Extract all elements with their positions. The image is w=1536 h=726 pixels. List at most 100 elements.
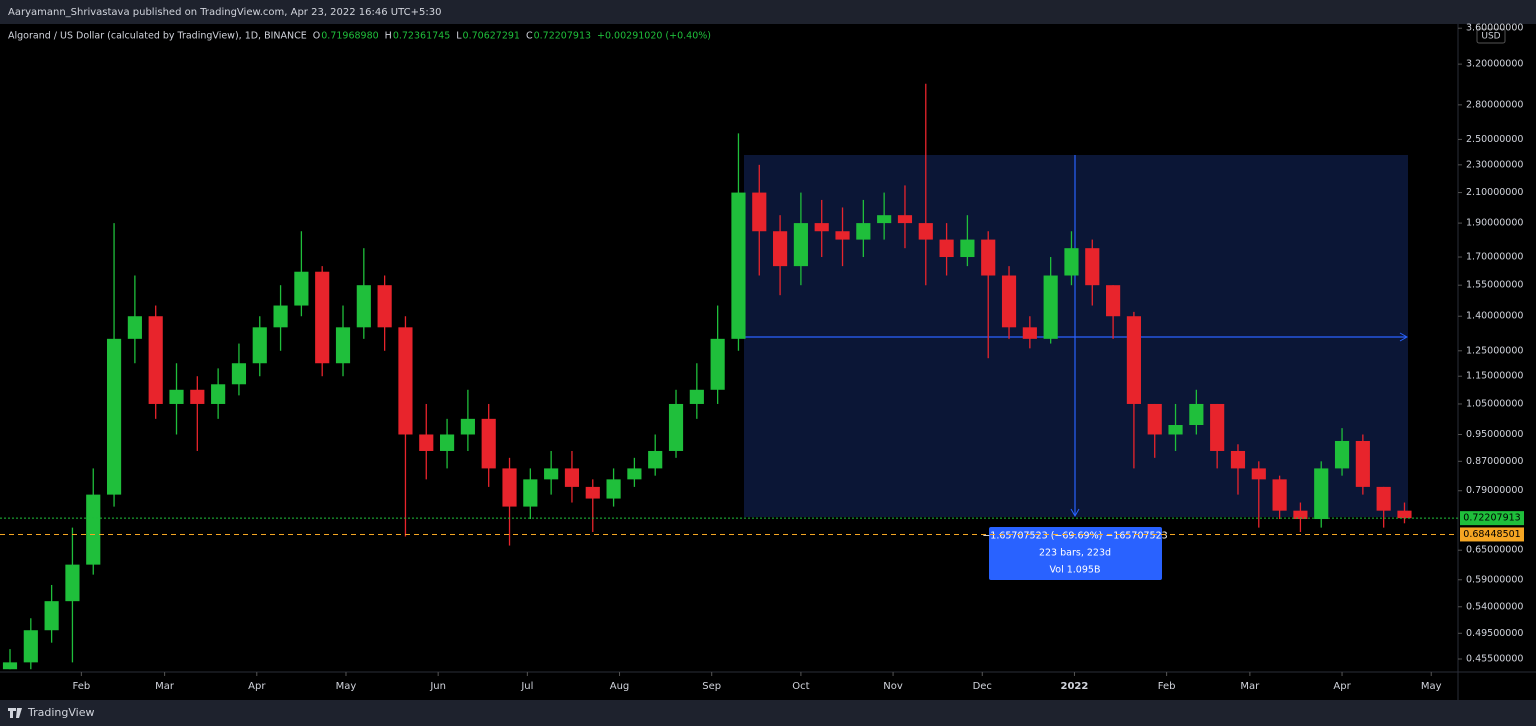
x-tick-label: Apr (248, 681, 266, 692)
candle-body (773, 231, 788, 267)
currency-box (1476, 28, 1506, 44)
y-tick-label: 1.70000000 (1466, 252, 1523, 263)
candle-body (1230, 450, 1246, 469)
candle-body (1210, 403, 1225, 451)
candle-body (169, 389, 184, 404)
candle-body (377, 285, 392, 328)
candle-body (252, 327, 267, 364)
candle-body (523, 479, 538, 507)
candle-body (814, 223, 829, 232)
candle-body (335, 327, 351, 364)
y-tick-label: 3.60000000 (1466, 23, 1523, 34)
candle-body (731, 192, 746, 339)
x-tick-label: Mar (155, 681, 175, 692)
candle-body (689, 389, 704, 404)
footer-brand: TradingView (27, 706, 94, 719)
top-bar (0, 0, 1536, 24)
candle-body (294, 271, 309, 306)
candle-body (897, 215, 913, 224)
candle-body (793, 223, 808, 267)
price-tag-label: 0.72207913 (1463, 513, 1520, 524)
measure-box (989, 527, 1162, 580)
ohlc-label: L (456, 31, 462, 42)
candle-body (1355, 440, 1370, 487)
y-tick-label: 0.54000000 (1466, 601, 1523, 612)
candle-body (44, 601, 59, 631)
y-tick-label: 1.15000000 (1466, 371, 1523, 382)
x-tick-label: Aug (610, 681, 630, 692)
candle-body (856, 223, 871, 240)
candle-body (918, 223, 933, 240)
candle-body (315, 271, 330, 364)
candle-body (86, 494, 101, 565)
ohlc-value: 0.72207913 (534, 31, 591, 42)
y-tick-label: 0.45500000 (1466, 653, 1523, 664)
candle-body (752, 192, 767, 232)
x-tick-label: May (336, 681, 357, 692)
candle-body (606, 479, 621, 499)
candle-body (835, 231, 850, 240)
candle-body (627, 468, 642, 480)
x-tick-label: 2022 (1061, 681, 1089, 692)
candle-body (356, 285, 371, 328)
y-tick-label: 1.25000000 (1466, 345, 1523, 356)
y-tick-label: 1.90000000 (1466, 218, 1523, 229)
candle-body (106, 338, 122, 495)
x-tick-label: May (1421, 681, 1442, 692)
measure-text: −1.65707523 (−69.69%) −165707523 (982, 531, 1167, 542)
y-tick-label: 3.20000000 (1466, 59, 1523, 70)
candle-body (1043, 275, 1058, 339)
ohlc-value: 0.71968980 (321, 31, 378, 42)
measure-text: Vol 1.095B (1050, 565, 1101, 576)
candle-body (1314, 468, 1329, 520)
logo (8, 708, 22, 718)
candle-body (1085, 248, 1100, 286)
candle-body (710, 338, 725, 390)
y-tick-label: 2.80000000 (1466, 99, 1523, 110)
candle-body (231, 363, 247, 385)
x-tick-label: Mar (1240, 681, 1260, 692)
x-tick-label: Jun (429, 681, 446, 692)
x-tick-label: Oct (792, 681, 809, 692)
legend-title: Algorand / US Dollar (calculated by Trad… (8, 31, 307, 42)
price-tag (1460, 511, 1524, 526)
candle-body (960, 239, 975, 258)
ohlc-value: 0.72361745 (393, 31, 450, 42)
x-tick-label: Dec (973, 681, 992, 692)
x-tick-label: Feb (72, 681, 90, 692)
measure-range (744, 155, 1408, 517)
candle-body (1397, 510, 1412, 519)
y-tick-label: 2.30000000 (1466, 159, 1523, 170)
candle-body (1334, 440, 1350, 469)
candle-body (502, 468, 517, 507)
candle-body (1126, 316, 1141, 404)
candle-body (1147, 403, 1162, 435)
y-tick-label: 2.10000000 (1466, 187, 1523, 198)
candle-body (564, 468, 580, 487)
candle-body (1272, 479, 1287, 511)
candle-body (1293, 510, 1308, 520)
candle-body (23, 630, 38, 663)
candle-body (398, 327, 413, 435)
candle-body (460, 418, 475, 435)
candle-body (1106, 285, 1121, 317)
footer-bar (0, 700, 1536, 726)
y-tick-label: 1.55000000 (1466, 280, 1523, 291)
candle-body (127, 316, 142, 339)
price-tag (1460, 527, 1524, 542)
candle-body (2, 662, 18, 670)
y-tick-label: 0.65000000 (1466, 545, 1523, 556)
y-tick-label: 0.49500000 (1466, 628, 1523, 639)
candle-body (273, 305, 288, 328)
ohlc-label: C (526, 31, 533, 42)
ohlc-label: O (313, 31, 320, 42)
candle-body (1189, 403, 1204, 426)
arrow-head (1399, 332, 1409, 342)
candle-body (211, 384, 226, 404)
x-tick-label: Sep (702, 681, 721, 692)
candle-body (1251, 468, 1266, 480)
arrow-head (1070, 508, 1080, 518)
candle-body (439, 434, 455, 451)
